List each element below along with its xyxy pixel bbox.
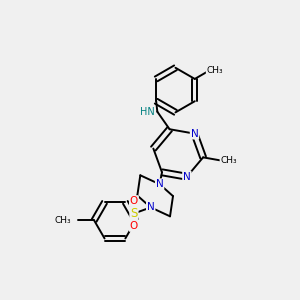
Text: CH₃: CH₃ <box>220 156 237 165</box>
Text: O: O <box>130 221 138 231</box>
Text: HN: HN <box>140 107 154 117</box>
Text: O: O <box>130 196 138 206</box>
Text: N: N <box>183 172 191 182</box>
Text: CH₃: CH₃ <box>55 216 71 225</box>
Text: CH₃: CH₃ <box>207 66 223 75</box>
Text: N: N <box>147 202 154 212</box>
Text: N: N <box>190 129 198 139</box>
Text: N: N <box>156 179 164 189</box>
Text: S: S <box>130 207 138 220</box>
